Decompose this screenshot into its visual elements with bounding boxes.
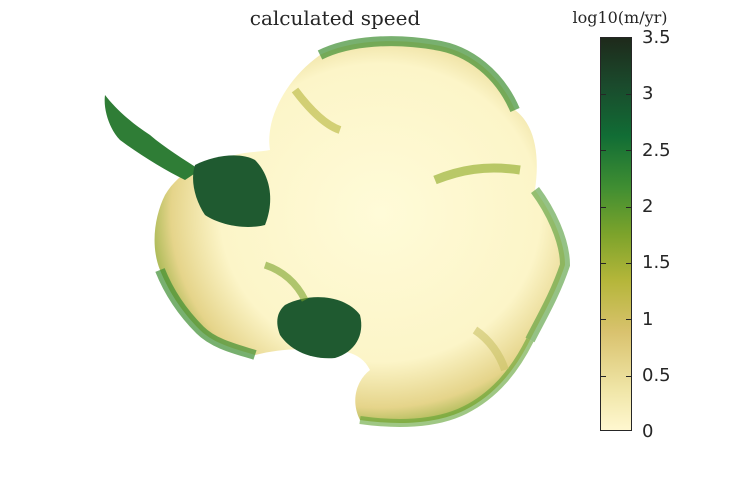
plot-title: calculated speed	[249, 6, 421, 30]
colorbar	[600, 37, 632, 431]
ross-ice-shelf	[193, 155, 271, 227]
colorbar-tick: 0.5	[642, 365, 671, 386]
colorbar-tick: 2.5	[642, 140, 671, 161]
colorbar-label: log10(m/yr)	[572, 8, 668, 27]
colorbar-tick: 0	[642, 421, 654, 442]
continent-shape	[154, 41, 566, 423]
colorbar-tick: 3.5	[642, 27, 671, 48]
antarctica-speed-map	[104, 36, 571, 427]
colorbar-tick: 1	[642, 309, 654, 330]
peninsula-shape	[104, 95, 200, 180]
colorbar-tick: 2	[642, 196, 654, 217]
colorbar-tick: 3	[642, 83, 654, 104]
colorbar-tick: 1.5	[642, 252, 671, 273]
ronne-ice-shelf	[277, 297, 362, 359]
